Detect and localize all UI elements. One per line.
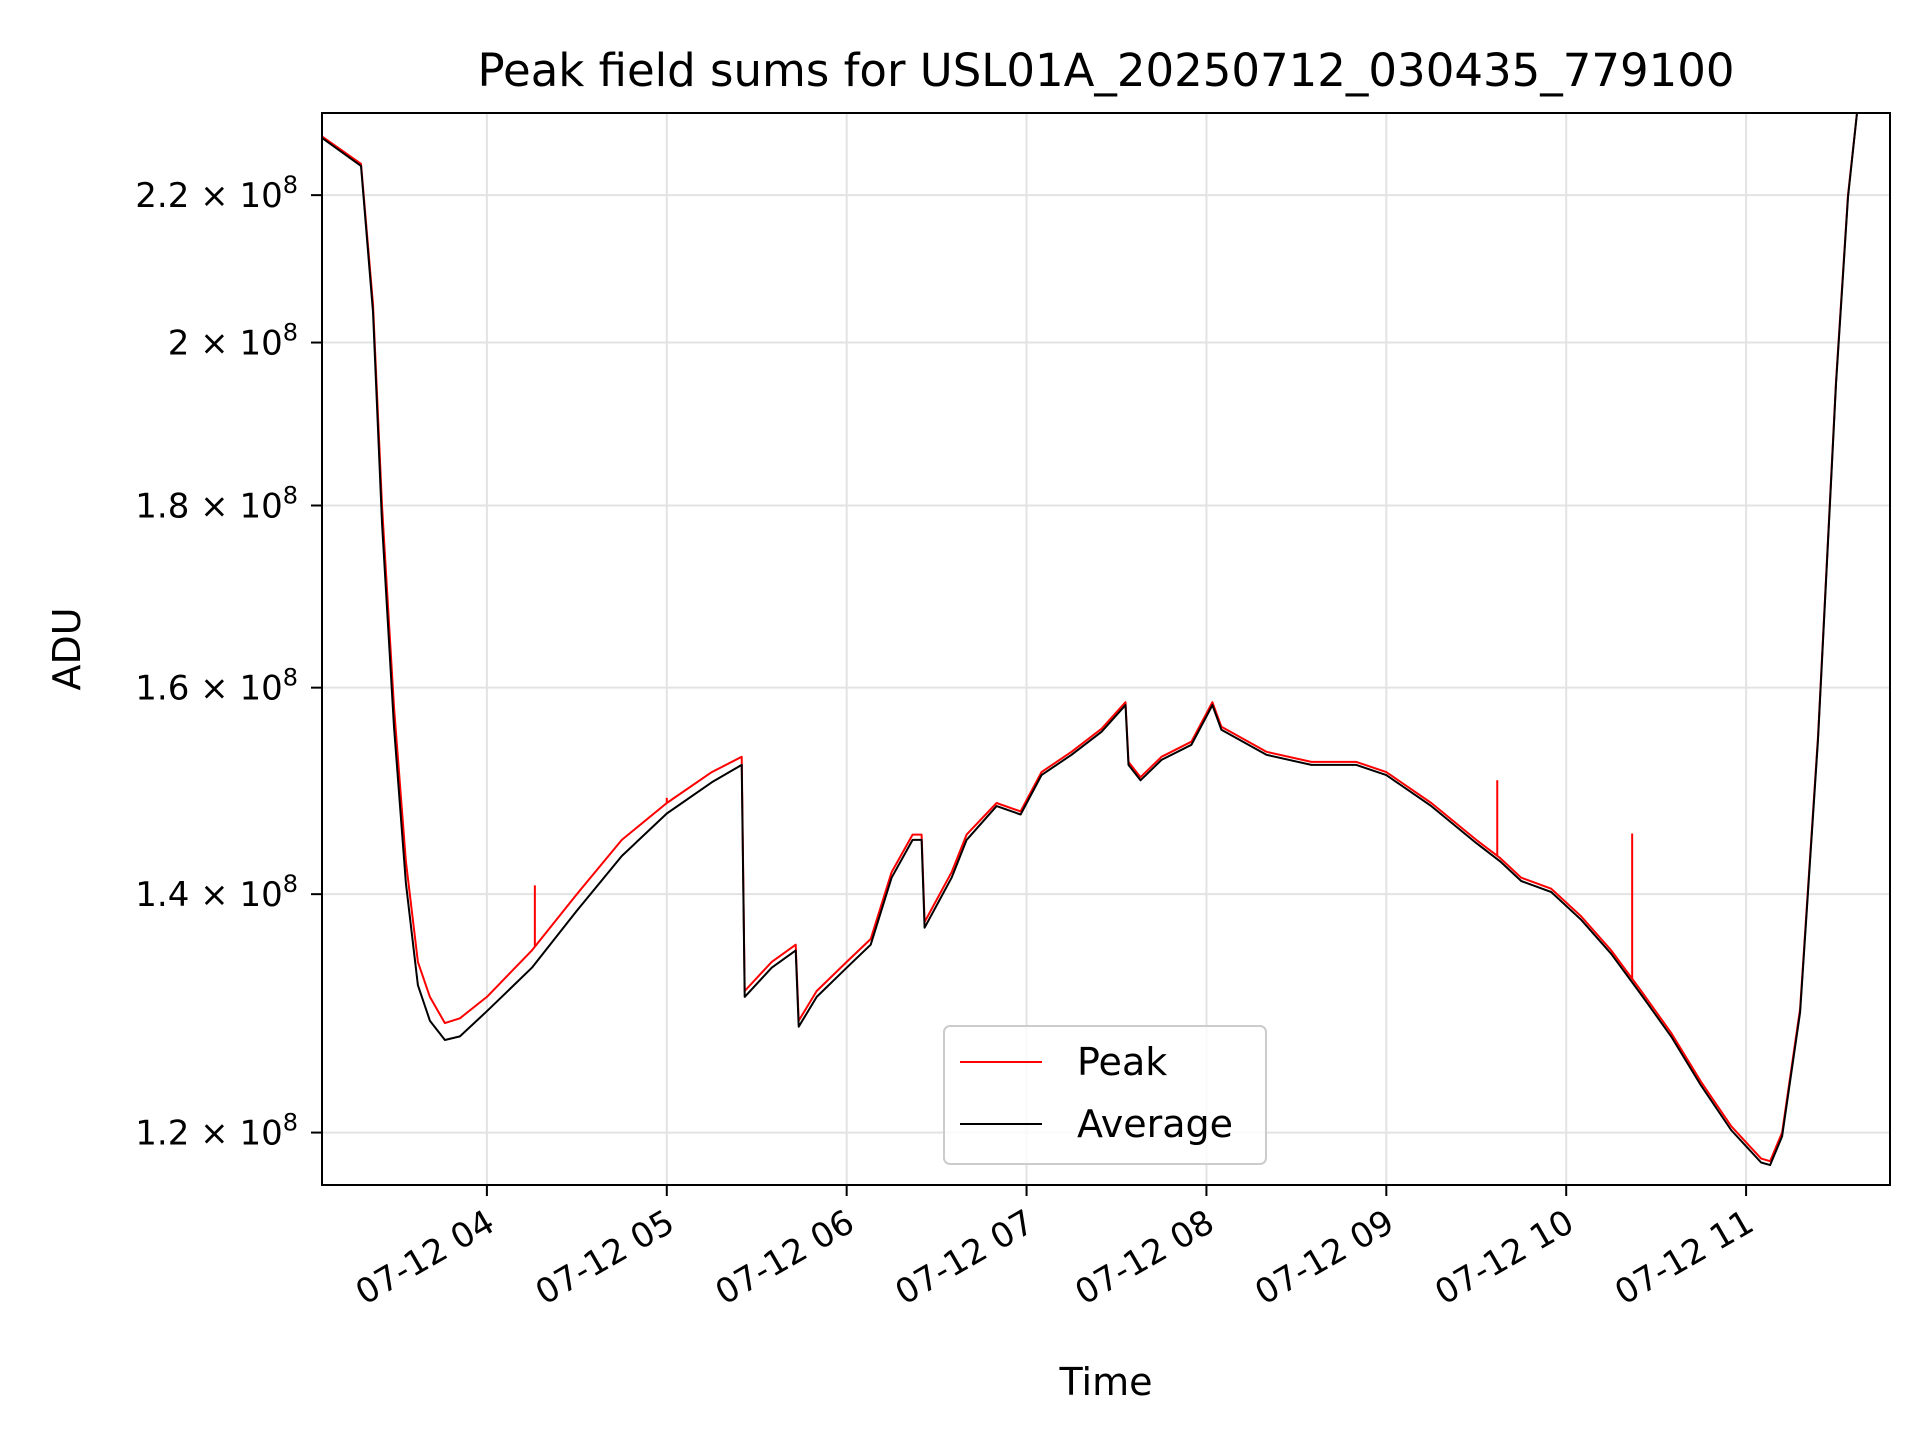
- y-tick-exponent: 8: [283, 171, 298, 199]
- y-tick-label: 1.6 × 108: [135, 664, 298, 709]
- y-tick-exponent: 8: [283, 481, 298, 509]
- y-tick-exponent: 8: [283, 870, 298, 898]
- y-tick-mantissa: 1.8 ×: [135, 486, 239, 526]
- series-line-peak: [322, 113, 1858, 1163]
- legend-box: [943, 1025, 1267, 1165]
- plot-frame: [321, 112, 1891, 1186]
- chart-title: Peak field sums for USL01A_20250712_0304…: [477, 44, 1734, 97]
- legend-label-peak: Peak: [1077, 1040, 1167, 1084]
- y-tick-exponent: 8: [283, 664, 298, 692]
- y-tick-mantissa: 1.4 ×: [135, 875, 239, 915]
- y-tick-mantissa: 2.2 ×: [135, 176, 239, 216]
- y-tick-base: 10: [239, 875, 282, 915]
- y-tick-base: 10: [239, 486, 282, 526]
- y-axis-label: ADU: [45, 607, 89, 690]
- y-tick-base: 10: [239, 669, 282, 709]
- y-tick-mantissa: 2 ×: [168, 324, 240, 364]
- series-layer: [322, 113, 1858, 1167]
- y-tick-base: 10: [239, 1114, 282, 1154]
- legend-label-average: Average: [1077, 1102, 1233, 1146]
- legend: Peak Average: [943, 1025, 1267, 1165]
- y-tick-exponent: 8: [283, 319, 298, 347]
- y-tick-mantissa: 1.2 ×: [135, 1114, 239, 1154]
- y-tick-mantissa: 1.6 ×: [135, 669, 239, 709]
- y-tick-label: 2.2 × 108: [135, 171, 298, 216]
- y-tick-label: 2 × 108: [168, 319, 298, 364]
- y-tick-label: 1.8 × 108: [135, 481, 298, 526]
- x-axis-label: Time: [1059, 1360, 1153, 1404]
- y-tick-exponent: 8: [283, 1109, 298, 1137]
- y-tick-label: 1.2 × 108: [135, 1109, 298, 1154]
- grid: [322, 113, 1890, 1185]
- y-tick-base: 10: [239, 176, 282, 216]
- y-tick-base: 10: [239, 324, 282, 364]
- series-line-average: [322, 113, 1858, 1167]
- y-tick-label: 1.4 × 108: [135, 870, 298, 915]
